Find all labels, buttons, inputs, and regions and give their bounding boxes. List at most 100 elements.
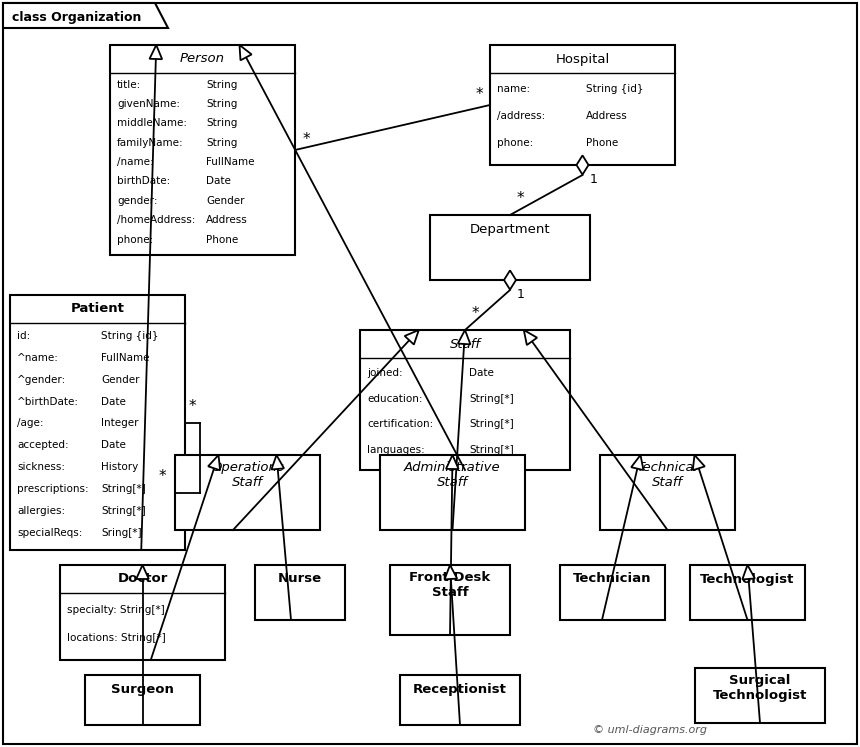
Text: Date: Date xyxy=(101,440,126,450)
Bar xyxy=(110,45,295,255)
Text: Department: Department xyxy=(470,223,550,235)
Text: languages:: languages: xyxy=(367,444,425,455)
Text: Phone: Phone xyxy=(206,235,238,244)
Text: Phone: Phone xyxy=(587,138,618,149)
Text: String[*]: String[*] xyxy=(101,506,145,515)
Text: *: * xyxy=(517,191,525,206)
Polygon shape xyxy=(239,45,252,61)
Text: FullName: FullName xyxy=(101,353,150,363)
Text: String[*]: String[*] xyxy=(470,419,514,430)
Text: Integer: Integer xyxy=(101,418,138,428)
Text: education:: education: xyxy=(367,394,422,403)
Text: locations: String[*]: locations: String[*] xyxy=(67,633,166,642)
Bar xyxy=(430,215,590,280)
Text: String[*]: String[*] xyxy=(470,394,514,403)
Bar xyxy=(400,675,520,725)
Text: specialReqs:: specialReqs: xyxy=(17,527,83,538)
Polygon shape xyxy=(524,330,538,345)
Text: gender:: gender: xyxy=(117,196,157,205)
Text: title:: title: xyxy=(117,80,141,90)
Text: Front Desk
Staff: Front Desk Staff xyxy=(409,571,490,599)
Text: id:: id: xyxy=(17,331,30,341)
Text: *: * xyxy=(303,132,310,147)
Text: 1: 1 xyxy=(517,288,525,301)
Bar xyxy=(175,455,320,530)
Text: /age:: /age: xyxy=(17,418,44,428)
Polygon shape xyxy=(405,330,419,344)
Text: String: String xyxy=(206,137,237,148)
Text: joined:: joined: xyxy=(367,368,402,378)
Text: Hospital: Hospital xyxy=(556,52,610,66)
Text: ^gender:: ^gender: xyxy=(17,375,66,385)
Text: Person: Person xyxy=(180,52,225,66)
Polygon shape xyxy=(150,45,163,59)
Text: Sring[*]: Sring[*] xyxy=(101,527,142,538)
Bar xyxy=(490,45,675,165)
Text: specialty: String[*]: specialty: String[*] xyxy=(67,605,165,615)
Text: Date: Date xyxy=(470,368,494,378)
Text: Nurse: Nurse xyxy=(278,572,322,586)
Polygon shape xyxy=(631,455,643,470)
Text: Date: Date xyxy=(101,397,126,406)
Text: String[*]: String[*] xyxy=(101,484,145,494)
Text: *: * xyxy=(476,87,483,102)
Text: String {id}: String {id} xyxy=(101,331,158,341)
Polygon shape xyxy=(272,455,284,470)
Bar xyxy=(10,295,185,550)
Text: String: String xyxy=(206,80,237,90)
Text: prescriptions:: prescriptions: xyxy=(17,484,89,494)
Polygon shape xyxy=(446,455,458,469)
Text: 1: 1 xyxy=(589,173,598,186)
Polygon shape xyxy=(576,155,588,175)
Text: Gender: Gender xyxy=(206,196,245,205)
Text: Patient: Patient xyxy=(71,303,125,315)
Text: Surgical
Technologist: Surgical Technologist xyxy=(713,674,808,702)
Text: accepted:: accepted: xyxy=(17,440,69,450)
Text: ^name:: ^name: xyxy=(17,353,58,363)
Text: Operations
Staff: Operations Staff xyxy=(211,461,284,489)
Text: sickness:: sickness: xyxy=(17,462,65,472)
Text: middleName:: middleName: xyxy=(117,118,187,128)
Bar xyxy=(85,675,200,725)
Text: FullName: FullName xyxy=(206,157,255,167)
Polygon shape xyxy=(693,455,705,471)
Polygon shape xyxy=(504,270,516,290)
Bar xyxy=(690,565,805,620)
Text: Receptionist: Receptionist xyxy=(413,683,507,695)
Text: allergies:: allergies: xyxy=(17,506,65,515)
Bar xyxy=(380,455,525,530)
Bar xyxy=(255,565,345,620)
Bar xyxy=(560,565,665,620)
Text: Address: Address xyxy=(587,111,628,121)
Text: Surgeon: Surgeon xyxy=(111,683,174,695)
Text: phone:: phone: xyxy=(117,235,153,244)
Text: ^birthDate:: ^birthDate: xyxy=(17,397,79,406)
Bar xyxy=(600,455,735,530)
Text: *: * xyxy=(159,468,167,483)
Text: String[*]: String[*] xyxy=(470,444,514,455)
Text: certification:: certification: xyxy=(367,419,433,430)
Text: /address:: /address: xyxy=(497,111,545,121)
Text: /homeAddress:: /homeAddress: xyxy=(117,215,195,225)
Bar xyxy=(60,565,225,660)
Text: class Organization: class Organization xyxy=(12,11,141,25)
Text: Technical
Staff: Technical Staff xyxy=(637,461,698,489)
Text: © uml-diagrams.org: © uml-diagrams.org xyxy=(593,725,707,735)
Text: /name:: /name: xyxy=(117,157,154,167)
Polygon shape xyxy=(458,330,470,344)
Polygon shape xyxy=(3,3,168,28)
Text: Address: Address xyxy=(206,215,248,225)
Text: *: * xyxy=(189,398,197,414)
Text: birthDate:: birthDate: xyxy=(117,176,170,187)
Text: Technologist: Technologist xyxy=(700,572,795,586)
Polygon shape xyxy=(136,565,149,579)
Text: name:: name: xyxy=(497,84,530,94)
Text: History: History xyxy=(101,462,138,472)
Bar xyxy=(390,565,510,635)
Text: String: String xyxy=(206,118,237,128)
Text: Technician: Technician xyxy=(574,572,652,586)
Polygon shape xyxy=(445,565,458,580)
Polygon shape xyxy=(208,455,220,471)
Polygon shape xyxy=(742,565,755,580)
Text: Administrative
Staff: Administrative Staff xyxy=(404,461,501,489)
